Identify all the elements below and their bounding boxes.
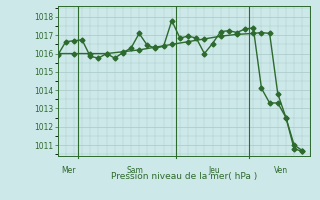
Text: Sam: Sam [127, 166, 144, 175]
X-axis label: Pression niveau de la mer( hPa ): Pression niveau de la mer( hPa ) [111, 172, 257, 181]
Text: Ven: Ven [274, 166, 288, 175]
Text: Mer: Mer [62, 166, 76, 175]
Text: Jeu: Jeu [208, 166, 220, 175]
